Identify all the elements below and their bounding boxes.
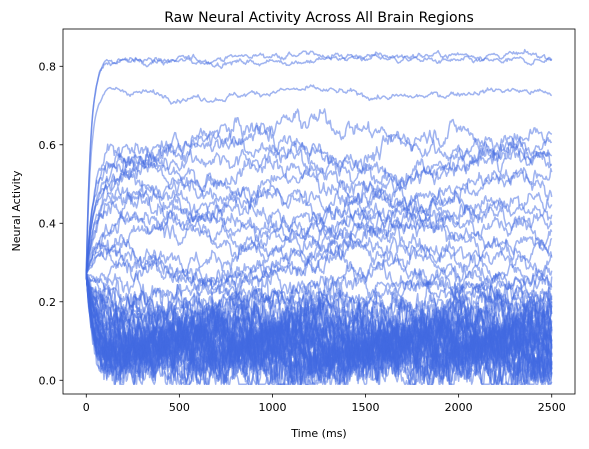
series-line xyxy=(85,274,553,385)
series-line xyxy=(85,145,553,275)
series-line xyxy=(85,155,553,275)
series-line xyxy=(85,84,553,275)
series-line xyxy=(85,180,553,275)
series-line xyxy=(85,246,553,307)
y-tick-label: 0.0 xyxy=(39,374,57,387)
x-tick-label: 500 xyxy=(169,401,190,414)
x-axis-label: Time (ms) xyxy=(290,427,346,440)
x-tick-label: 1000 xyxy=(258,401,286,414)
series-line xyxy=(85,127,553,275)
y-tick-label: 0.8 xyxy=(39,60,57,73)
y-tick-label: 0.6 xyxy=(39,139,57,152)
x-ticks: 0 500 1000 1500 2000 2500 xyxy=(83,394,566,414)
y-axis-label: Neural Activity xyxy=(10,170,23,251)
chart-title: Raw Neural Activity Across All Brain Reg… xyxy=(164,10,474,26)
series-line xyxy=(85,162,553,275)
y-tick-label: 0.2 xyxy=(39,296,57,309)
plot-frame xyxy=(62,28,576,395)
x-tick-label: 2000 xyxy=(445,401,473,414)
series-line xyxy=(85,238,553,296)
x-tick-label: 2500 xyxy=(538,401,566,414)
axes xyxy=(62,28,576,395)
y-tick-label: 0.4 xyxy=(39,217,57,230)
series-group xyxy=(85,48,553,385)
series-line xyxy=(85,210,553,275)
series-line xyxy=(85,274,553,385)
x-tick-label: 1500 xyxy=(352,401,380,414)
x-tick-label: 0 xyxy=(83,401,90,414)
series-line xyxy=(85,236,553,288)
series-line xyxy=(85,185,553,275)
series-line xyxy=(85,274,553,385)
series-line xyxy=(85,48,553,275)
series-line xyxy=(85,220,553,283)
y-ticks: 0.0 0.2 0.4 0.6 0.8 xyxy=(39,60,63,387)
series-line xyxy=(85,50,553,275)
series-line xyxy=(85,202,553,275)
